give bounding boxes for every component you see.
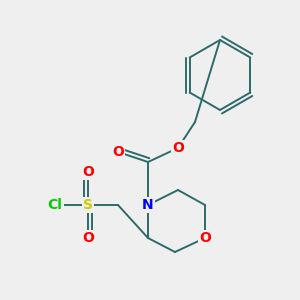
Text: Cl: Cl [48, 198, 62, 212]
Text: O: O [82, 231, 94, 245]
Text: O: O [82, 165, 94, 179]
Text: O: O [112, 145, 124, 159]
Text: N: N [142, 198, 154, 212]
Text: S: S [83, 198, 93, 212]
Text: O: O [172, 141, 184, 155]
Text: O: O [199, 231, 211, 245]
